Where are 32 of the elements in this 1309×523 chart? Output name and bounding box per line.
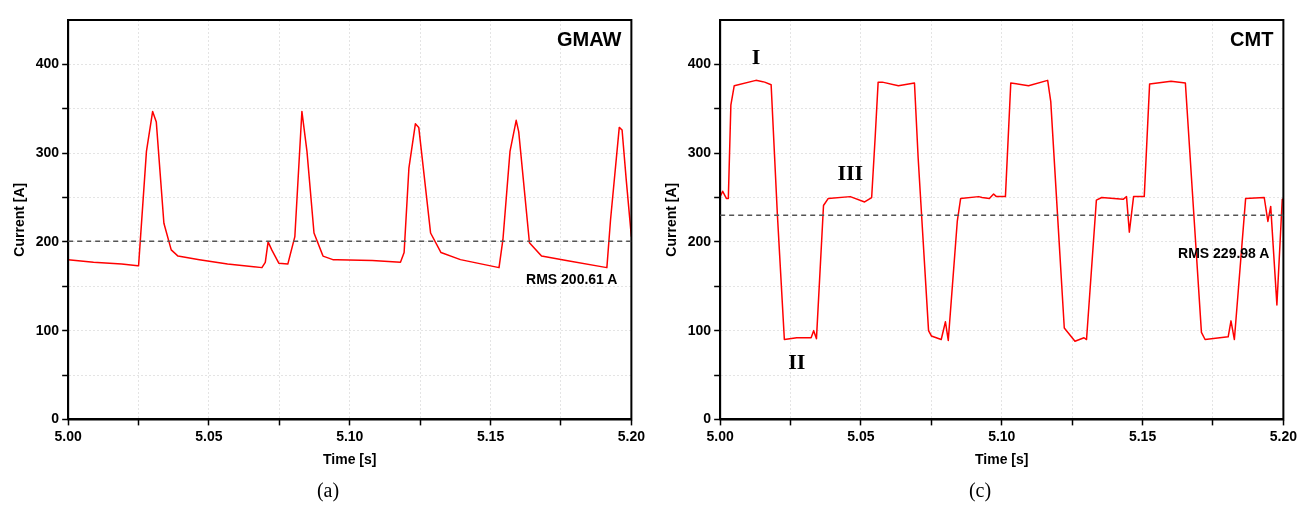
y-tick-label: 300 bbox=[687, 143, 712, 160]
x-tick-label: 5.05 bbox=[195, 427, 223, 444]
chart-title: CMT bbox=[1230, 27, 1274, 50]
text: (c) bbox=[967, 479, 993, 502]
y-tick-label: 200 bbox=[35, 232, 60, 249]
y-axis-title: Current [A] bbox=[663, 182, 680, 257]
y-tick-label: 400 bbox=[35, 55, 60, 72]
annotation: II bbox=[788, 349, 806, 375]
x-axis-title: Time [s] bbox=[975, 451, 1029, 468]
x-tick-label: 5.20 bbox=[617, 427, 646, 444]
y-tick-label: 400 bbox=[687, 55, 712, 72]
annotation: III bbox=[837, 160, 864, 186]
text: (a) bbox=[315, 479, 341, 502]
y-axis-title: Current [A] bbox=[11, 182, 28, 257]
y-tick-label: 200 bbox=[687, 232, 712, 249]
y-tick-label: 100 bbox=[35, 321, 60, 338]
x-tick-label: 5.10 bbox=[988, 427, 1016, 444]
annotation: I bbox=[751, 44, 761, 70]
y-tick-label: 100 bbox=[687, 321, 712, 338]
x-tick-label: 5.15 bbox=[476, 427, 505, 444]
chart-title: GMAW bbox=[556, 27, 622, 50]
y-tick-label: 0 bbox=[51, 410, 60, 427]
x-tick-label: 5.15 bbox=[1128, 427, 1157, 444]
x-tick-label: 5.05 bbox=[847, 427, 875, 444]
x-tick-label: 5.00 bbox=[706, 427, 734, 444]
y-tick-label: 0 bbox=[703, 410, 712, 427]
x-axis-title: Time [s] bbox=[323, 451, 377, 468]
y-tick-label: 300 bbox=[35, 143, 60, 160]
x-tick-label: 5.00 bbox=[54, 427, 82, 444]
ref-line-label: RMS 200.61 A bbox=[526, 271, 618, 288]
x-tick-label: 5.10 bbox=[336, 427, 364, 444]
x-tick-label: 5.20 bbox=[1269, 427, 1298, 444]
